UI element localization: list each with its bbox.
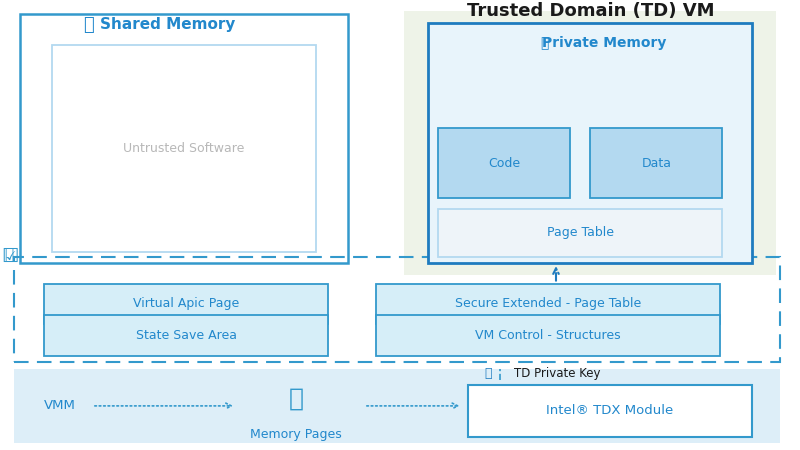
Text: Intel® TDX Module: Intel® TDX Module — [546, 404, 674, 417]
Text: VMM: VMM — [44, 400, 76, 412]
Bar — [44, 284, 328, 324]
Bar — [14, 256, 780, 362]
Bar — [590, 128, 722, 198]
Bar — [20, 14, 348, 263]
Text: State Save Area: State Save Area — [135, 329, 237, 342]
Bar — [376, 315, 720, 356]
Text: ⛹: ⛹ — [4, 247, 13, 262]
Text: Page Table: Page Table — [547, 226, 614, 239]
Bar — [376, 284, 720, 324]
Bar — [52, 45, 316, 252]
Text: Virtual Apic Page: Virtual Apic Page — [133, 297, 239, 310]
Bar — [438, 128, 570, 198]
Bar — [428, 22, 752, 263]
Text: VM Control - Structures: VM Control - Structures — [475, 329, 621, 342]
Text: Secure Extended - Page Table: Secure Extended - Page Table — [455, 297, 641, 310]
Text: Trusted Domain (TD) VM: Trusted Domain (TD) VM — [466, 2, 714, 20]
Text: Data: Data — [642, 157, 671, 170]
Bar — [44, 315, 328, 356]
Text: 🔑: 🔑 — [484, 367, 491, 380]
Text: Shared Memory: Shared Memory — [100, 17, 236, 32]
Text: Code: Code — [488, 157, 521, 170]
Text: TD Private Key: TD Private Key — [514, 367, 601, 380]
Text: ☑: ☑ — [2, 247, 19, 266]
Text: ⛹: ⛹ — [82, 16, 94, 34]
Text: Private Memory: Private Memory — [542, 36, 666, 50]
Bar — [468, 385, 752, 436]
Text: ⛔: ⛔ — [540, 36, 548, 50]
Text: 📖: 📖 — [289, 386, 303, 410]
Text: Memory Pages: Memory Pages — [250, 428, 342, 441]
Bar — [438, 209, 722, 256]
Bar — [404, 11, 776, 274]
Bar — [14, 369, 780, 443]
Text: Untrusted Software: Untrusted Software — [123, 142, 245, 155]
